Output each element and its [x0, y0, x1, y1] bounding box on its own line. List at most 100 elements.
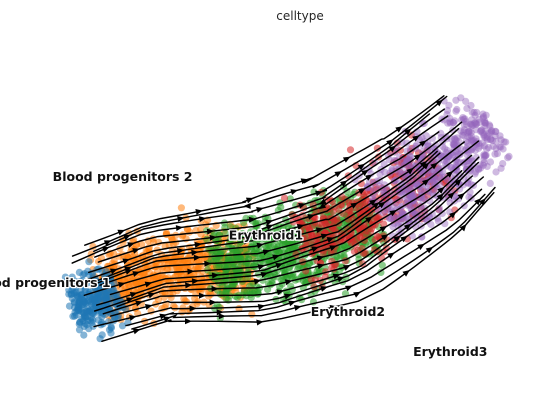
- cluster-label-erythroid3: Erythroid3: [413, 344, 487, 359]
- streamline-arrow: [404, 128, 412, 136]
- streamline: [109, 154, 473, 296]
- streamline-arrow: [218, 313, 226, 320]
- streamline-arrow: [103, 240, 112, 246]
- streamline-arrow: [257, 303, 266, 310]
- streamline-arrow: [253, 232, 262, 239]
- cluster-labels: Blood progenitors 1 Blood progenitors 2 Er…: [0, 168, 489, 361]
- streamline: [93, 188, 483, 328]
- streamline-arrow: [101, 246, 110, 253]
- streamline-arrow: [265, 224, 274, 231]
- streamline-arrow: [350, 202, 358, 209]
- streamline-arrow: [400, 235, 408, 243]
- streamline-arrow: [435, 99, 443, 107]
- streamline-arrow: [393, 235, 401, 243]
- streamline-arrow: [436, 193, 444, 201]
- streamline-arrow: [430, 162, 438, 170]
- streamline-arrow: [419, 140, 427, 147]
- streamline-arrow: [256, 319, 264, 326]
- streamline-arrow: [211, 285, 219, 292]
- streamline-arrow: [293, 304, 302, 311]
- streamline-arrow: [412, 135, 420, 142]
- streamline-arrow: [449, 211, 457, 219]
- streamline-arrow: [329, 304, 338, 311]
- streamline-arrow: [403, 223, 412, 231]
- streamline: [116, 161, 480, 308]
- streamline-arrow: [177, 248, 185, 254]
- streamline-arrow: [125, 297, 134, 304]
- streamline-arrow: [284, 279, 293, 286]
- streamline-arrow: [320, 233, 329, 240]
- streamline-arrow: [406, 167, 414, 175]
- streamline-arrow: [316, 255, 325, 262]
- streamline-arrow: [185, 318, 192, 325]
- streamline: [93, 156, 480, 312]
- streamline-arrow: [127, 242, 135, 248]
- streamline-arrow: [454, 178, 462, 186]
- streamline-arrow: [163, 316, 171, 323]
- streamline-arrow: [445, 170, 454, 178]
- streamline-arrow: [365, 174, 373, 181]
- streamline-arrow: [318, 198, 327, 205]
- cluster-label-blood-progenitors-2: Blood progenitors 2: [53, 169, 193, 184]
- streamline: [95, 170, 463, 306]
- streamline-arrow: [189, 305, 197, 312]
- streamline-arrow: [478, 198, 486, 206]
- streamline-arrow: [253, 278, 262, 285]
- streamline-arrow: [342, 156, 351, 163]
- streamline-arrow: [159, 313, 167, 320]
- cluster-label-erythroid1: Erythroid1: [229, 227, 303, 242]
- cluster-label-erythroid2: Erythroid2: [311, 304, 385, 319]
- streamline: [131, 186, 496, 330]
- streamline-arrow: [417, 243, 425, 251]
- streamline-arrow: [256, 242, 264, 249]
- streamline-arrow: [311, 246, 319, 253]
- streamline: [102, 175, 474, 315]
- streamline-arrow: [275, 262, 283, 269]
- streamline-arrow: [317, 263, 325, 270]
- streamline-arrow: [198, 216, 207, 223]
- streamline-arrow: [381, 234, 389, 241]
- streamline-arrow: [447, 192, 455, 200]
- streamline: [87, 121, 463, 274]
- streamline-arrow: [422, 162, 430, 170]
- streamline-arrow: [283, 293, 292, 300]
- streamline-arrow: [265, 219, 274, 226]
- streamline-arrow: [340, 180, 348, 187]
- streamline-arrow: [132, 328, 141, 335]
- streamline-arrow: [342, 264, 351, 271]
- streamline-arrow: [290, 189, 298, 195]
- chart-title: celltype: [276, 9, 323, 23]
- streamline-arrow: [345, 285, 353, 292]
- streamline-arrow: [369, 199, 377, 206]
- streamline-arrow: [177, 216, 185, 222]
- streamline-arrow: [132, 248, 140, 254]
- streamline-arrow: [243, 238, 251, 245]
- streamline-arrow: [288, 300, 296, 307]
- streamline-arrow: [298, 202, 306, 209]
- streamline: [93, 152, 441, 285]
- streamline-arrow: [135, 300, 143, 307]
- streamline-arrow: [248, 216, 256, 223]
- streamline-arrow: [117, 282, 126, 288]
- streamline: [84, 95, 445, 246]
- streamline: [99, 141, 465, 286]
- streamline-arrow: [191, 278, 200, 285]
- streamline-arrow: [147, 292, 156, 299]
- streamline: [109, 176, 485, 317]
- streamline: [93, 150, 438, 283]
- streamline-arrow: [332, 273, 341, 280]
- streamline: [83, 140, 480, 297]
- streamline-arrow: [457, 192, 465, 200]
- streamline-arrow: [337, 276, 345, 283]
- streamline-arrow: [389, 210, 397, 217]
- streamline-arrow: [474, 198, 482, 206]
- streamline-arrow: [132, 271, 140, 277]
- streamline-arrow: [272, 254, 280, 261]
- streamline-arrow: [276, 289, 285, 296]
- streamline-arrow: [109, 268, 118, 275]
- streamline-arrow: [395, 126, 403, 133]
- streamline-arrow: [209, 299, 217, 306]
- streamline-arrow: [326, 237, 335, 243]
- streamline-arrow: [216, 309, 224, 316]
